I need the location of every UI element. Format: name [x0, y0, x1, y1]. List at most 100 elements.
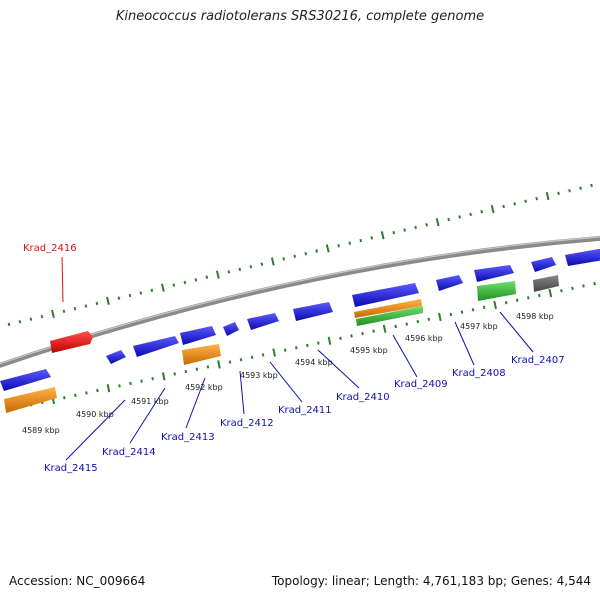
tick-mark [272, 348, 276, 357]
tick-mark [270, 257, 275, 266]
tick-mark [582, 284, 585, 288]
feature-orange[interactable] [354, 299, 422, 318]
tick-mark [128, 293, 132, 298]
tick-mark [394, 324, 397, 329]
leader-line [129, 387, 166, 444]
feature-gray[interactable] [533, 275, 559, 292]
tick-mark [85, 391, 88, 395]
gene-label[interactable]: Krad_2409 [394, 379, 448, 390]
gene-arrow[interactable] [531, 257, 556, 272]
tick-mark [261, 353, 265, 357]
tick-mark [438, 312, 442, 322]
tick-mark [493, 300, 497, 310]
tick-mark [106, 384, 111, 393]
gene-arrow[interactable] [106, 350, 126, 364]
feature-orange[interactable] [182, 344, 221, 365]
tick-mark [327, 336, 332, 345]
gene-arrow[interactable] [50, 331, 93, 353]
tick-mark [161, 372, 166, 381]
tick-mark [482, 305, 486, 310]
tick-mark [95, 301, 99, 306]
tick-mark [339, 336, 342, 341]
gene-arrow[interactable] [180, 326, 216, 345]
tick-mark [535, 196, 538, 201]
tick-mark [568, 189, 571, 193]
leader-line [499, 311, 534, 353]
tick-mark [350, 334, 353, 338]
tick-mark [173, 372, 177, 376]
tick-mark [526, 296, 530, 300]
label-leaders [61, 256, 534, 461]
gene-label[interactable]: Krad_2414 [102, 447, 156, 458]
tick-mark [150, 288, 154, 293]
tick-mark [238, 267, 242, 272]
tick-mark [490, 204, 495, 214]
tick-mark [283, 348, 287, 352]
tick-mark [84, 304, 88, 308]
gene-labels: Krad_2416 Krad_2415 Krad_2414 Krad_2413 … [23, 243, 565, 474]
feature-green[interactable] [477, 281, 516, 301]
tick-mark [139, 291, 143, 295]
tick-mark [51, 309, 55, 319]
gene-arrow[interactable] [293, 302, 333, 321]
gene-arrow[interactable] [223, 322, 239, 336]
tick-mark [435, 218, 440, 227]
tick-mark [217, 360, 221, 369]
tick-label: 4598 kbp [516, 312, 554, 321]
gene-arrow[interactable] [133, 336, 179, 357]
feature-green[interactable] [356, 306, 423, 326]
gene-arrow[interactable] [474, 265, 514, 282]
tick-mark [96, 388, 99, 393]
leader-line [65, 399, 126, 461]
gene-arrow[interactable] [0, 369, 51, 391]
tick-mark [282, 257, 286, 261]
tick-mark [227, 270, 231, 274]
leader-line [454, 321, 475, 366]
tick-mark [183, 280, 187, 285]
tick-mark [172, 283, 176, 287]
tick-label: 4597 kbp [460, 322, 498, 331]
tick-label: 4591 kbp [131, 397, 169, 406]
tick-mark [117, 296, 121, 300]
leader-line [317, 349, 360, 389]
tick-mark [63, 396, 66, 400]
gene-label[interactable]: Krad_2408 [452, 368, 506, 379]
tick-mark [74, 393, 77, 398]
tick-mark [295, 346, 298, 350]
leader-line [269, 361, 303, 403]
tick-mark [447, 217, 450, 222]
tick-mark [215, 270, 220, 279]
gene-label[interactable]: Krad_2407 [511, 355, 565, 366]
tick-mark [304, 251, 308, 256]
gene-label[interactable]: Krad_2416 [23, 243, 77, 254]
gene-label[interactable]: Krad_2410 [336, 392, 390, 403]
feature-orange[interactable] [4, 387, 57, 413]
tick-mark [315, 249, 319, 253]
tick-mark [480, 209, 483, 214]
tick-mark [460, 310, 464, 314]
accession-label: Accession: NC_009664 [9, 574, 146, 588]
tick-mark [405, 322, 409, 326]
tick-mark [18, 320, 22, 324]
tick-mark [504, 300, 508, 305]
gene-label[interactable]: Krad_2413 [161, 432, 215, 443]
gene-arrow[interactable] [352, 283, 419, 307]
gene-arrow[interactable] [436, 275, 463, 291]
tick-mark [380, 231, 385, 240]
tick-mark [427, 317, 431, 321]
tick-mark [239, 357, 243, 362]
tick-mark [372, 329, 375, 333]
tick-mark [571, 286, 574, 291]
tick-label: 4592 kbp [185, 383, 223, 392]
tick-mark [194, 278, 198, 282]
tick-mark [7, 322, 11, 327]
gene-arrow[interactable] [247, 313, 279, 330]
tick-mark [515, 298, 519, 302]
gene-label[interactable]: Krad_2412 [220, 418, 274, 429]
gene-arrow[interactable] [565, 248, 600, 266]
gene-label[interactable]: Krad_2411 [278, 405, 332, 416]
gene-label[interactable]: Krad_2415 [44, 463, 98, 474]
tick-mark [414, 225, 417, 230]
tick-label: 4593 kbp [240, 371, 278, 380]
